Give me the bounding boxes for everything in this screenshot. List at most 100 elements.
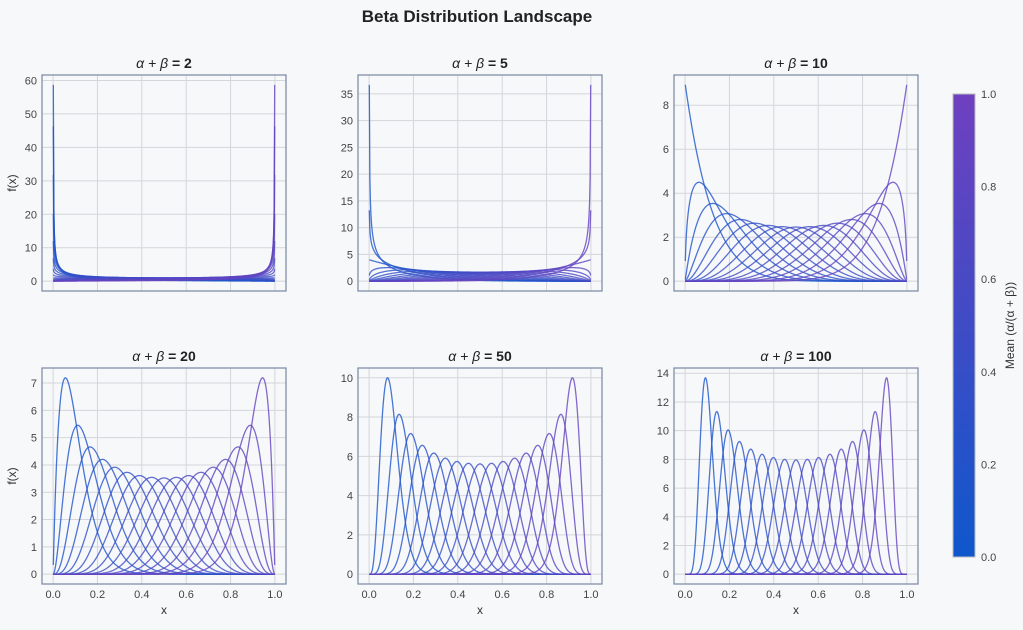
y-tick-label: 30 — [341, 116, 353, 128]
y-tick-label: 1 — [31, 542, 37, 554]
axes-frame — [673, 367, 919, 585]
y-tick-label: 6 — [31, 405, 37, 417]
axes-frame — [41, 367, 287, 585]
colorbar-tick-label: 0.6 — [981, 274, 996, 286]
y-tick-label: 6 — [663, 483, 669, 495]
y-tick-label: 6 — [663, 144, 669, 156]
y-tick-label: 10 — [657, 426, 669, 438]
plot-area — [358, 75, 602, 291]
figure-title: Beta Distribution Landscape — [362, 7, 592, 26]
y-tick-label: 8 — [663, 454, 669, 466]
x-tick-label: 0.6 — [811, 589, 826, 601]
x-tick-label: 1.0 — [583, 589, 598, 601]
x-tick-label: 1.0 — [899, 589, 914, 601]
y-tick-label: 0 — [663, 569, 669, 581]
subplot-sum-5: 0 5 10 15 20 25 30 35 α + β = 5 — [341, 55, 603, 292]
y-tick-label: 20 — [341, 169, 353, 181]
y-tick-label: 2 — [663, 232, 669, 244]
y-tick-label: 25 — [341, 142, 353, 154]
x-tick-label: 0.0 — [45, 589, 60, 601]
x-tick-label: 0.6 — [495, 589, 510, 601]
beta-curve-mean-0.5 — [685, 226, 907, 282]
axes-frame — [357, 74, 603, 292]
y-tick-label: 0 — [663, 276, 669, 288]
y-tick-label: 4 — [31, 460, 37, 472]
y-axis-label: f(x) — [5, 467, 19, 484]
y-tick-label: 60 — [25, 75, 37, 87]
beta-curve-mean-0.9 — [685, 84, 908, 282]
x-tick-label: 0.2 — [90, 589, 105, 601]
y-tick-label: 6 — [347, 451, 353, 463]
subplot-sum-20: 0.0 0.2 0.4 0.6 0.8 1.0 0 1 2 3 4 5 6 7 α + β = 20 f(x)… — [5, 348, 287, 617]
subplot-title: α + β = 50 — [448, 348, 512, 364]
y-tick-label: 0 — [347, 276, 353, 288]
subplot-sum-100: 0.0 0.2 0.4 0.6 0.8 1.0 0 2 4 6 8 10 12 14 α + β = 100… — [657, 348, 919, 617]
beta-curve-mean-0.9 — [369, 377, 591, 575]
y-tick-label: 0 — [31, 276, 37, 288]
y-tick-label: 14 — [657, 368, 669, 380]
x-tick-label: 0.4 — [450, 589, 465, 601]
beta-curve-mean-0.55 — [685, 226, 907, 282]
y-tick-label: 8 — [663, 100, 669, 112]
colorbar-tick-label: 0.8 — [981, 182, 996, 194]
y-tick-label: 2 — [663, 540, 669, 552]
y-tick-label: 8 — [347, 412, 353, 424]
plot-area — [358, 368, 602, 584]
colorbar-tick-label: 0.4 — [981, 367, 996, 379]
beta-curve-mean-0.9 — [53, 84, 276, 282]
beta-curve-mean-0.55 — [369, 271, 591, 282]
x-tick-label: 0.4 — [134, 589, 149, 601]
y-tick-label: 30 — [25, 176, 37, 188]
plot-area — [42, 75, 286, 291]
x-axis-label: x — [793, 603, 799, 617]
y-tick-label: 5 — [31, 433, 37, 445]
y-tick-label: 20 — [25, 209, 37, 221]
y-tick-label: 10 — [25, 243, 37, 255]
subplot-title: α + β = 100 — [760, 348, 831, 364]
y-tick-label: 35 — [341, 89, 353, 101]
x-tick-label: 0.8 — [855, 589, 870, 601]
colorbar-tick-label: 0.0 — [981, 552, 996, 564]
y-tick-label: 7 — [31, 378, 37, 390]
y-tick-label: 2 — [347, 530, 353, 542]
plot-area — [674, 368, 918, 584]
x-tick-label: 0.2 — [406, 589, 421, 601]
y-tick-label: 10 — [341, 373, 353, 385]
x-tick-label: 0.8 — [539, 589, 554, 601]
y-axis-label: f(x) — [5, 174, 19, 191]
y-tick-label: 50 — [25, 109, 37, 121]
subplot-title: α + β = 5 — [452, 55, 508, 71]
beta-curve-mean-0.9 — [53, 377, 276, 575]
y-tick-label: 4 — [663, 512, 669, 524]
y-tick-label: 2 — [31, 515, 37, 527]
x-tick-label: 0.0 — [677, 589, 692, 601]
x-tick-label: 0.2 — [722, 589, 737, 601]
subplot-title: α + β = 20 — [132, 348, 196, 364]
x-tick-label: 0.0 — [361, 589, 376, 601]
x-axis-label: x — [161, 603, 167, 617]
x-tick-label: 1.0 — [267, 589, 282, 601]
x-tick-label: 0.8 — [223, 589, 238, 601]
beta-curve-mean-0.9 — [685, 376, 907, 575]
subplot-sum-10: 0 2 4 6 8 α + β = 10 — [663, 55, 919, 292]
colorbar: 0.0 0.2 0.4 0.6 0.8 1.0 Mean (α/(α + β)) — [952, 89, 1017, 564]
subplot-sum-50: 0.0 0.2 0.4 0.6 0.8 1.0 0 2 4 6 8 10 α + β = 50 x — [341, 348, 603, 617]
x-axis-label: x — [477, 603, 483, 617]
y-tick-label: 10 — [341, 223, 353, 235]
x-tick-label: 0.6 — [179, 589, 194, 601]
plot-area — [674, 75, 918, 291]
subplot-sum-2: 0 10 20 30 40 50 60 α + β = 2 f(x) — [5, 55, 287, 292]
x-tick-label: 0.4 — [766, 589, 781, 601]
subplot-title: α + β = 2 — [136, 55, 192, 71]
plot-area — [42, 368, 286, 584]
colorbar-tick-label: 1.0 — [981, 89, 996, 101]
axes-frame — [673, 74, 919, 292]
colorbar-gradient — [952, 93, 976, 558]
y-tick-label: 0 — [31, 569, 37, 581]
colorbar-label: Mean (α/(α + β)) — [1003, 282, 1017, 369]
beta-curve-mean-0.9 — [369, 84, 592, 282]
y-tick-label: 40 — [25, 142, 37, 154]
y-tick-label: 5 — [347, 249, 353, 261]
y-tick-label: 15 — [341, 196, 353, 208]
